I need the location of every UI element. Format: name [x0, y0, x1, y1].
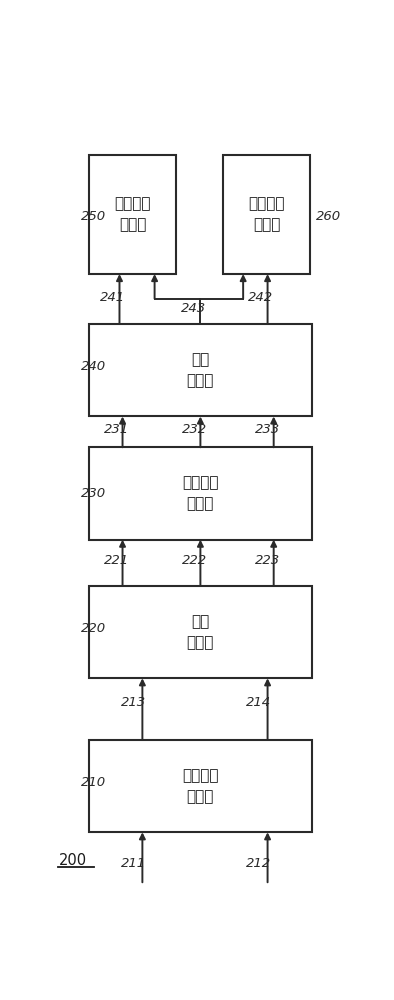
Text: 212: 212: [246, 857, 271, 870]
Text: 211: 211: [121, 857, 146, 870]
Text: 232: 232: [182, 423, 207, 436]
Text: 241: 241: [100, 291, 125, 304]
Text: 脉冲宽度
调制器: 脉冲宽度 调制器: [182, 475, 219, 511]
Text: 240: 240: [81, 360, 106, 373]
Text: 243: 243: [180, 302, 206, 315]
Bar: [223, 155, 310, 274]
Bar: [89, 740, 312, 832]
Text: 214: 214: [246, 696, 271, 709]
Text: 200: 200: [58, 853, 87, 868]
Text: 222: 222: [182, 554, 207, 567]
Text: 220: 220: [81, 622, 106, 635]
Text: 编码
转换器: 编码 转换器: [187, 614, 214, 650]
Text: 221: 221: [104, 554, 129, 567]
Text: 第一功率
驱动器: 第一功率 驱动器: [114, 196, 151, 232]
Text: 223: 223: [255, 554, 281, 567]
Text: 260: 260: [316, 210, 342, 223]
Text: 213: 213: [121, 696, 146, 709]
Bar: [89, 447, 312, 540]
Bar: [89, 155, 176, 274]
Text: 230: 230: [81, 487, 106, 500]
Text: 信号
转换器: 信号 转换器: [187, 352, 214, 388]
Text: 231: 231: [104, 423, 129, 436]
Text: 第二功率
驱动器: 第二功率 驱动器: [249, 196, 285, 232]
Text: 233: 233: [255, 423, 281, 436]
Text: 三角积分
调制器: 三角积分 调制器: [182, 768, 219, 804]
Text: 250: 250: [81, 210, 106, 223]
Text: 210: 210: [81, 776, 106, 789]
Text: 242: 242: [248, 291, 273, 304]
Bar: [89, 324, 312, 416]
Bar: [89, 586, 312, 678]
